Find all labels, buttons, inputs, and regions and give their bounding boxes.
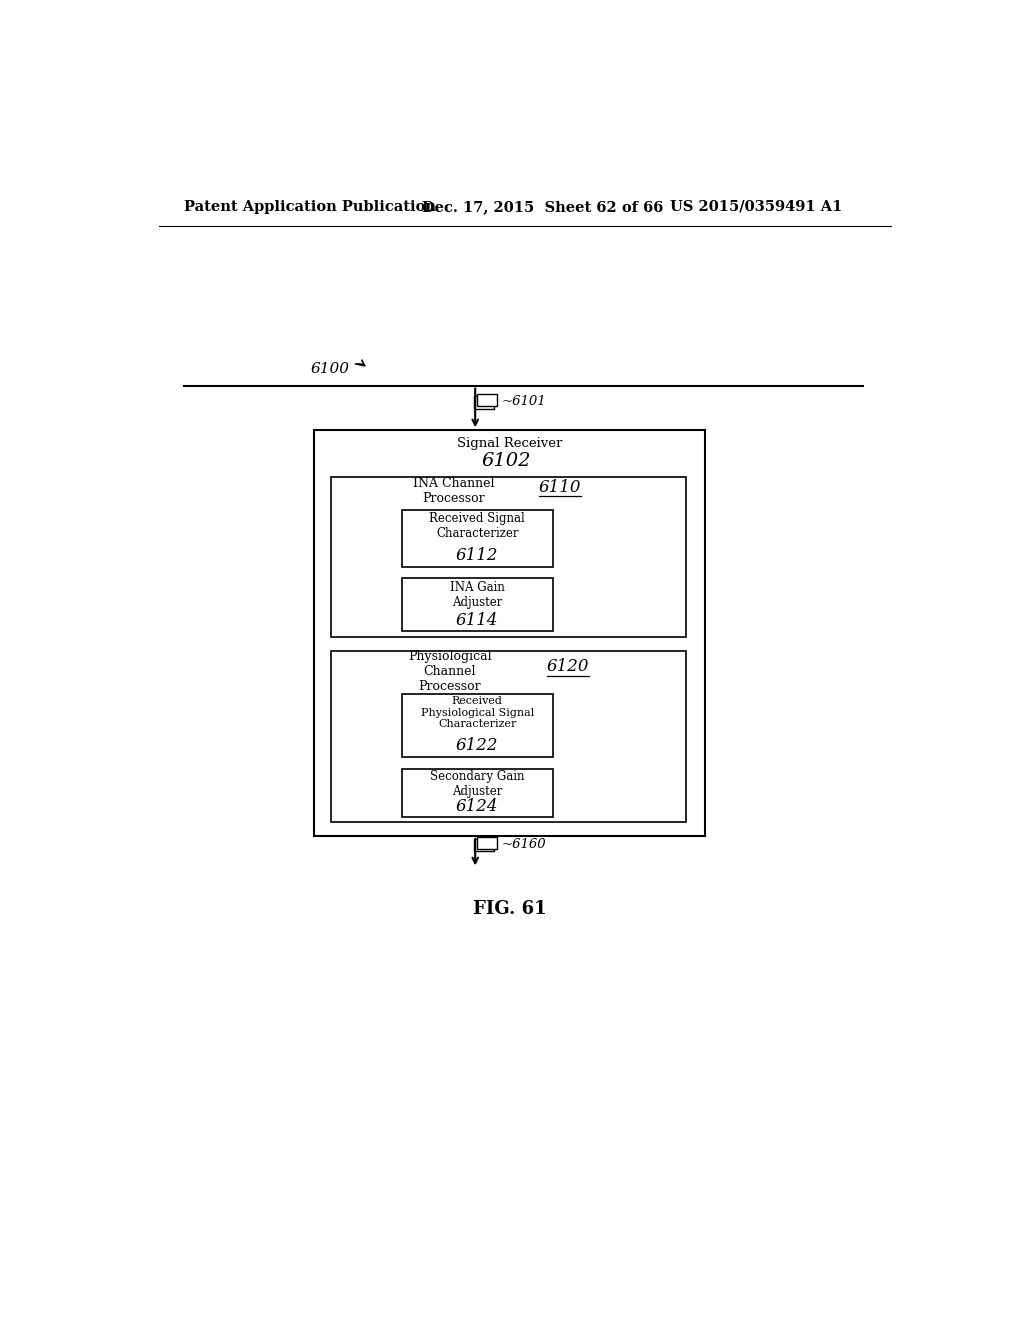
Bar [474,396,494,409]
Text: 6110: 6110 [539,479,582,496]
Text: 6100: 6100 [310,362,349,376]
Bar [477,395,497,407]
Text: US 2015/0359491 A1: US 2015/0359491 A1 [671,199,843,214]
Bar [401,578,553,631]
Text: Physiological
Channel
Processor: Physiological Channel Processor [408,649,492,693]
Text: Dec. 17, 2015  Sheet 62 of 66: Dec. 17, 2015 Sheet 62 of 66 [423,199,664,214]
Bar [331,478,686,638]
Bar [477,837,497,849]
Bar [314,430,706,836]
Bar [401,693,553,758]
Text: 6112: 6112 [456,548,499,564]
Text: Patent Application Publication: Patent Application Publication [183,199,436,214]
Text: Signal Receiver: Signal Receiver [457,437,562,450]
Text: 6114: 6114 [456,612,499,628]
Text: 6124: 6124 [456,799,499,816]
Text: INA Gain
Adjuster: INA Gain Adjuster [450,581,505,609]
Text: 6102: 6102 [481,451,530,470]
Text: Received
Physiological Signal
Characterizer: Received Physiological Signal Characteri… [421,696,534,730]
Text: 6120: 6120 [547,659,589,675]
Bar [401,510,553,566]
Bar [401,770,553,817]
Bar [331,651,686,822]
Text: INA Channel
Processor: INA Channel Processor [413,477,495,506]
Text: 6122: 6122 [456,738,499,755]
Bar [474,840,494,851]
Text: Secondary Gain
Adjuster: Secondary Gain Adjuster [430,771,524,799]
Text: Received Signal
Characterizer: Received Signal Characterizer [429,512,525,540]
Text: ~6160: ~6160 [502,838,546,851]
Text: FIG. 61: FIG. 61 [473,900,547,919]
Text: ~6101: ~6101 [502,395,546,408]
